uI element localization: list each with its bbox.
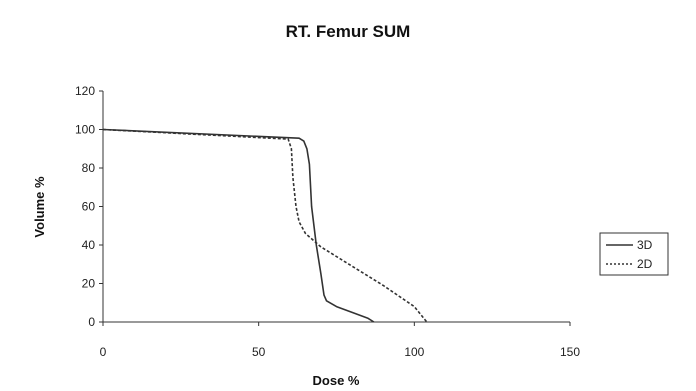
chart-title: RT. Femur SUM: [286, 22, 411, 41]
legend-box: [599, 232, 669, 276]
x-axis-label: Dose %: [313, 373, 360, 388]
x-tick-label: 100: [404, 345, 424, 359]
y-tick-label: 40: [82, 238, 96, 252]
y-tick-label: 20: [82, 277, 96, 291]
legend-label-3d: 3D: [637, 238, 653, 252]
x-tick-label: 0: [100, 345, 107, 359]
y-ticks: 0 20 40 60 80 100 120: [75, 84, 103, 329]
series-line-2d: [102, 128, 428, 323]
legend-label-2d: 2D: [637, 257, 653, 271]
y-tick-label: 0: [88, 315, 95, 329]
legend: 3D 2D: [599, 232, 669, 276]
y-tick-label: 120: [75, 84, 95, 98]
y-tick-label: 60: [82, 200, 96, 214]
y-tick-label: 80: [82, 161, 96, 175]
series-line-3d: [102, 128, 375, 323]
x-ticks: 0 50 100 150: [100, 322, 580, 359]
y-tick-label: 100: [75, 123, 95, 137]
x-tick-label: 50: [252, 345, 266, 359]
x-tick-label: 150: [560, 345, 580, 359]
plot-area: [102, 128, 428, 323]
y-axis-label: Volume %: [32, 176, 47, 238]
